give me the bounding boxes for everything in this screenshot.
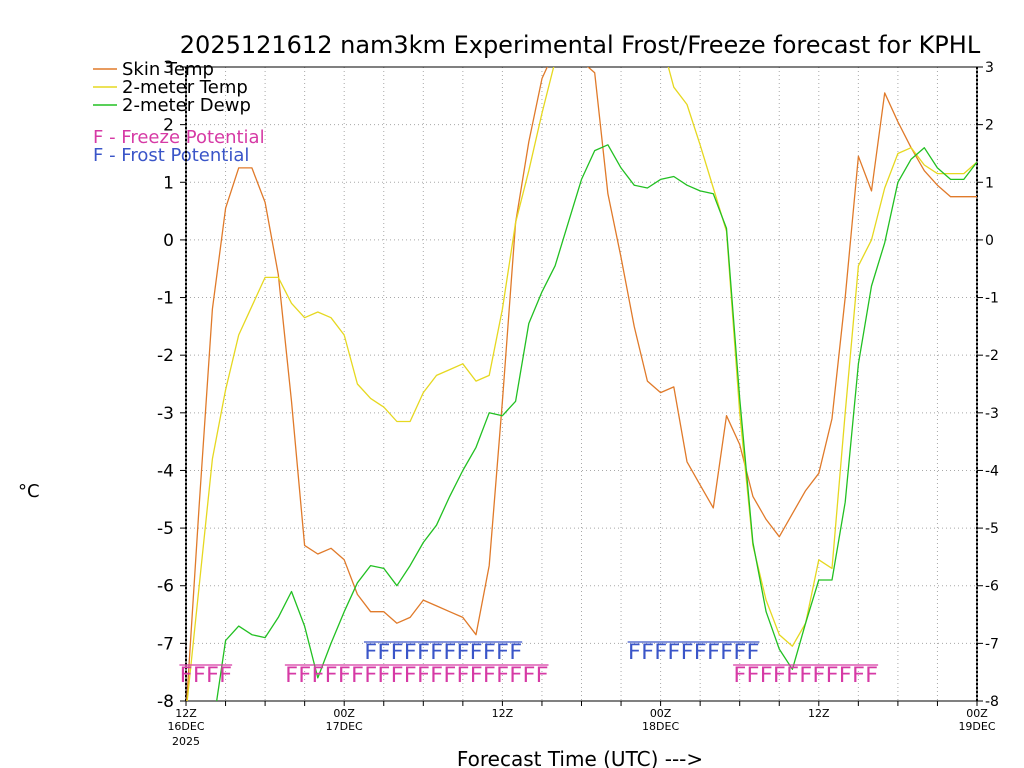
y-tick-label: -1 [157, 289, 174, 309]
freeze-flag-group: FFFFFFFFFFFFFFFFFFFF [285, 663, 549, 687]
y-tick-label: -2 [157, 346, 174, 366]
y-tick-label-right: -8 [985, 694, 999, 710]
y-tick-label: 3 [163, 58, 174, 78]
y-tick-label: 2 [163, 116, 174, 136]
y-tick-label-right: -5 [985, 521, 999, 537]
y-tick-label: 0 [163, 231, 174, 251]
legend-freeze-potential: F - Freeze Potential [93, 127, 265, 148]
series-layer [186, 67, 977, 701]
legend-2m-temp-label: 2-meter Temp [122, 77, 248, 98]
y-tick-label: -5 [157, 519, 174, 539]
y-tick-label-right: 0 [985, 233, 994, 249]
y-tick-label: -3 [157, 404, 174, 424]
axes: -8 -8 -7 -7 -6 -6 -5 -5 -4 -4 -3 -3 -2 -2 -1 -1 0 0 1 1 2 2 3 3… [157, 58, 999, 748]
x-tick-label: 12Z [808, 707, 830, 720]
x-tick-date: 19DEC [958, 720, 995, 733]
y-tick-label: -8 [157, 692, 174, 712]
x-tick-label: 12Z [175, 707, 197, 720]
series-line-2-meter-dewp [216, 144, 977, 701]
y-tick-label: -4 [157, 461, 174, 481]
y-tick-label-right: -2 [985, 348, 999, 364]
y-tick-label: -6 [157, 577, 174, 597]
y-tick-label-right: -7 [985, 636, 999, 652]
x-tick-label: 12Z [492, 707, 514, 720]
x-tick-date: 16DEC [167, 720, 204, 733]
y-tick-label-right: -1 [985, 291, 999, 307]
x-tick-year: 2025 [172, 735, 200, 748]
y-tick-label-right: -4 [985, 463, 999, 479]
y-tick-label: 1 [163, 173, 174, 193]
x-tick-date: 17DEC [326, 720, 363, 733]
frost-flag-group: FFFFFFFFFFFF [364, 640, 522, 664]
y-tick-label: -7 [157, 634, 174, 654]
y-tick-label-right: -3 [985, 406, 999, 422]
series-line-2-meter-temp [186, 67, 977, 701]
legend-2m-dewp: 2-meter Dewp [93, 95, 251, 116]
legend-2m-temp: 2-meter Temp [93, 77, 248, 98]
y-tick-label-right: 2 [985, 118, 994, 134]
y-tick-label-right: 1 [985, 175, 994, 191]
flags-layer: FFFFFFFFFFFF FFFFFFFFFFFFFF FFFFFFFFFFFFFF… [179, 640, 879, 687]
legend-skin-temp-label: Skin Temp [122, 59, 214, 80]
x-tick-date: 18DEC [642, 720, 679, 733]
legend: Skin Temp 2-meter Temp 2-meter Dewp F - … [93, 59, 265, 166]
legend-frost-potential: F - Frost Potential [93, 145, 249, 166]
x-tick-label: 00Z [333, 707, 355, 720]
grid [186, 67, 977, 701]
chart-title: 2025121612 nam3km Experimental Frost/Fre… [180, 31, 981, 59]
series-line-skin-temp [186, 67, 977, 701]
y-tick-label-right: -6 [985, 579, 999, 595]
frost-flag-group: FFFFFFFFFF [628, 640, 760, 664]
x-tick-label: 00Z [966, 707, 988, 720]
freeze-flag-group: FFFFFFFFFFF [733, 663, 878, 687]
freeze-flag-group: FFFF [179, 663, 232, 687]
x-axis-label: Forecast Time (UTC) ---> [457, 747, 703, 768]
x-tick-label: 00Z [650, 707, 672, 720]
y-axis-label: °C [18, 481, 40, 502]
legend-skin-temp: Skin Temp [93, 59, 214, 80]
y-tick-label-right: 3 [985, 60, 994, 76]
